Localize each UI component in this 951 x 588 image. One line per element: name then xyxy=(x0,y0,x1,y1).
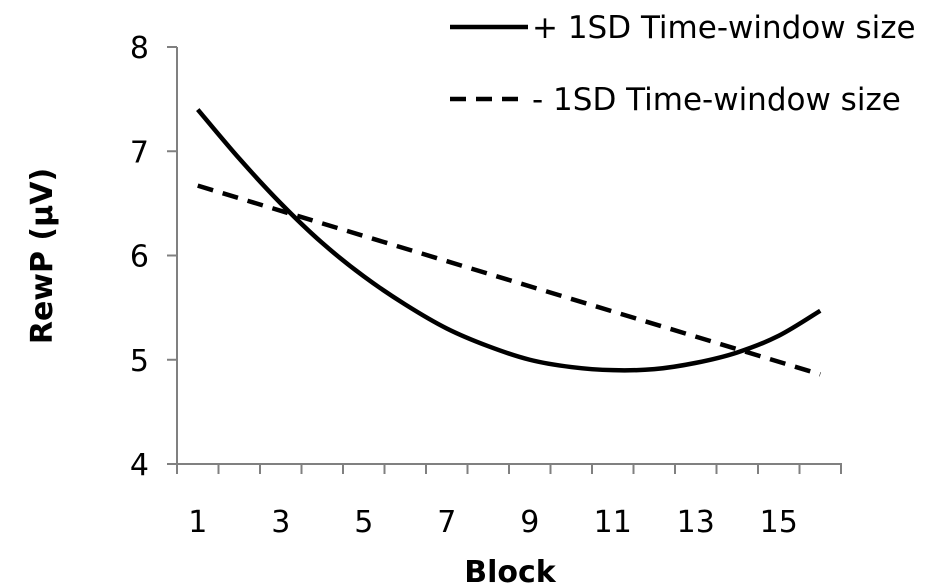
x-axis-title: Block xyxy=(464,555,557,588)
x-tick-label: 5 xyxy=(354,505,373,540)
y-ticks: 4 5 6 7 8 xyxy=(130,31,177,483)
series-layer xyxy=(196,108,822,377)
x-tick-label: 11 xyxy=(594,505,632,540)
x-tick-label: 3 xyxy=(271,505,290,540)
x-tick-label: 9 xyxy=(520,505,539,540)
x-tick-label: 1 xyxy=(188,505,207,540)
y-axis-title: RewP (μV) xyxy=(25,168,60,344)
x-tick-label: 7 xyxy=(437,505,456,540)
x-tick-label: 15 xyxy=(760,505,798,540)
legend-label-1: + 1SD Time-window size xyxy=(532,10,916,46)
y-tick-label: 4 xyxy=(130,448,149,483)
y-tick-label: 6 xyxy=(130,240,149,275)
legend-label-2: - 1SD Time-window size xyxy=(532,82,901,118)
y-tick-label: 8 xyxy=(130,31,149,66)
x-ticks: 1 3 5 7 9 11 13 15 xyxy=(176,464,842,540)
y-tick-label: 7 xyxy=(130,135,149,170)
y-tick-label: 5 xyxy=(130,344,149,379)
x-tick-label: 13 xyxy=(677,505,715,540)
legend: + 1SD Time-window size - 1SD Time-window … xyxy=(450,10,916,118)
series-line-1 xyxy=(196,108,822,373)
series-line-2 xyxy=(197,183,821,377)
